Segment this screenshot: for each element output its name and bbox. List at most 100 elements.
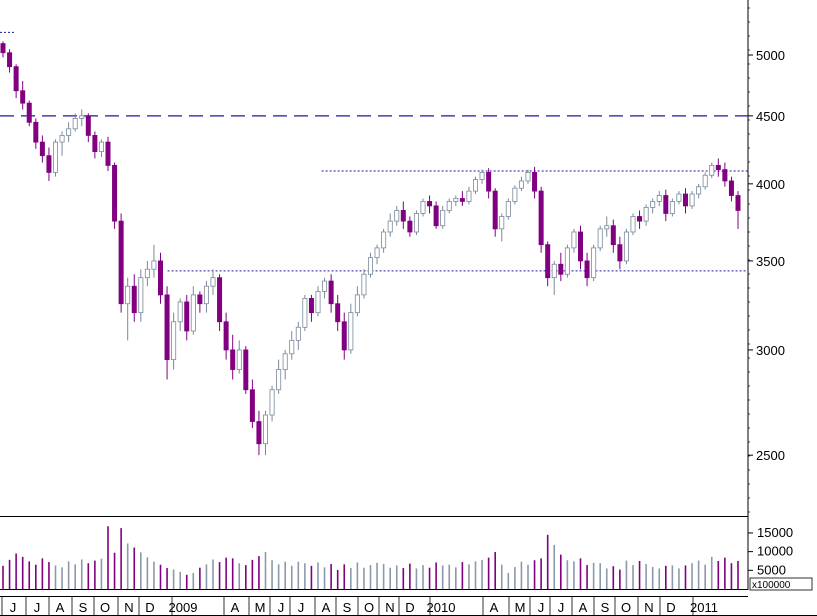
candle [486, 168, 492, 199]
candle [374, 244, 380, 265]
candle [112, 162, 118, 229]
candle [210, 269, 216, 295]
volume-tick-label: 10000 [757, 544, 793, 559]
candle [335, 294, 341, 331]
x-tick-label: A [579, 600, 588, 615]
candle [420, 198, 426, 217]
candle [466, 186, 472, 205]
candle [13, 64, 19, 99]
candle [217, 274, 223, 331]
candle [499, 213, 505, 242]
y-tick-label: 3000 [756, 343, 785, 358]
candle [33, 118, 39, 149]
x-tick-label: A [322, 600, 331, 615]
candle [46, 147, 52, 181]
candle [722, 162, 728, 187]
candle [0, 41, 6, 58]
x-tick-label: M [255, 600, 266, 615]
x-tick-label: D [405, 600, 414, 615]
candle [558, 252, 564, 282]
x-tick-label: A [56, 600, 65, 615]
candle [564, 244, 570, 278]
candle [505, 198, 511, 220]
candle [98, 139, 104, 158]
candle [433, 201, 439, 229]
candle [302, 294, 308, 331]
candle [138, 269, 144, 322]
candle [532, 166, 538, 199]
candle [295, 321, 301, 350]
x-tick-label: N [385, 600, 394, 615]
candle [538, 186, 544, 253]
candle [262, 410, 268, 456]
candle [164, 286, 170, 380]
candle [39, 135, 45, 163]
x-tick-label: S [343, 600, 352, 615]
candle [171, 312, 177, 370]
y-tick-label: 2500 [756, 448, 785, 463]
candle [512, 185, 518, 205]
candle [223, 312, 229, 360]
candle [276, 359, 282, 394]
candle [427, 195, 433, 214]
y-tick-label: 3500 [756, 254, 785, 269]
candle [604, 216, 610, 237]
volume-unit-label: x100000 [752, 580, 791, 591]
x-tick-label: 2010 [427, 600, 456, 615]
candle [689, 191, 695, 209]
candle [20, 80, 26, 110]
candle [328, 274, 334, 313]
candle [354, 286, 360, 317]
candle [551, 260, 557, 295]
candle [453, 195, 459, 206]
candle [669, 198, 675, 217]
x-tick-label: A [231, 600, 240, 615]
x-tick-label: J [538, 600, 545, 615]
x-tick-label: S [601, 600, 610, 615]
candle [322, 277, 328, 299]
candle [72, 113, 78, 132]
candle [184, 294, 190, 341]
x-tick-label: S [79, 600, 88, 615]
x-tick-label: O [364, 600, 374, 615]
candle [525, 169, 531, 184]
candle [361, 269, 367, 299]
x-tick-label: 2009 [169, 600, 198, 615]
candle [315, 286, 321, 317]
candle [702, 172, 708, 190]
candle [282, 349, 288, 380]
x-tick-label: A [490, 600, 499, 615]
candle [381, 228, 387, 253]
candle [571, 228, 577, 253]
candle [92, 131, 98, 159]
candle [151, 244, 157, 278]
candle [459, 191, 465, 206]
candle [643, 204, 649, 226]
candle [236, 340, 242, 374]
candle [676, 191, 682, 205]
candle [85, 113, 91, 143]
candle [578, 225, 584, 270]
candle [348, 303, 354, 354]
candle [144, 260, 150, 287]
candle [623, 228, 629, 265]
candle [610, 219, 616, 253]
candle [203, 281, 209, 313]
candle [663, 189, 669, 222]
candle [617, 236, 623, 270]
candle [656, 191, 662, 206]
volume-panel: 5000 10000 15000 x100000 [0, 516, 813, 591]
candle [118, 213, 124, 313]
candle [66, 122, 72, 143]
candle [709, 162, 715, 179]
candle [696, 183, 702, 199]
candle [249, 379, 255, 429]
candle [177, 298, 183, 331]
candle [7, 49, 13, 73]
candle [230, 334, 236, 380]
candle [407, 216, 413, 237]
x-tick-label: J [298, 600, 305, 615]
candle [197, 291, 203, 313]
candle [387, 213, 393, 237]
x-tick-label: D [666, 600, 675, 615]
